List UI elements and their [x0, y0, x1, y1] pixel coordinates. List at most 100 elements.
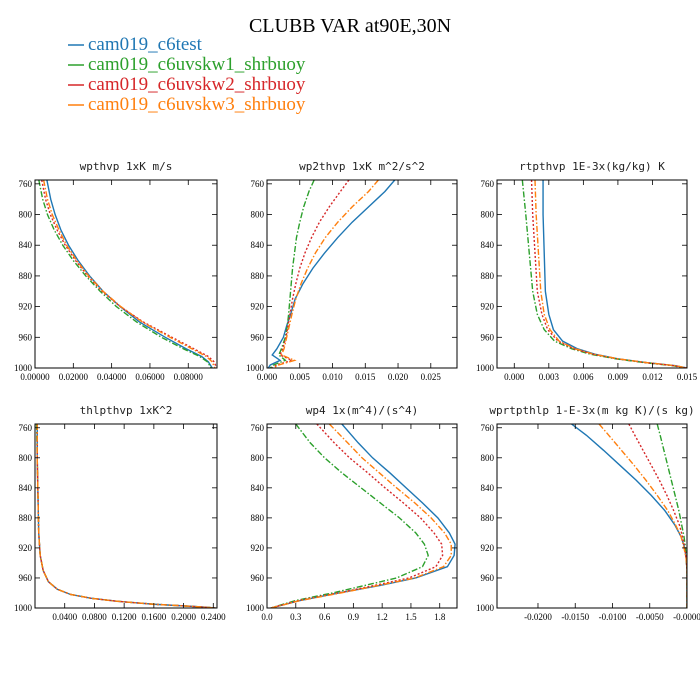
series-line — [273, 180, 379, 368]
plot-frame — [34, 423, 218, 609]
y-tick-label: 1000 — [246, 603, 265, 613]
y-tick-label: 920 — [481, 302, 495, 312]
series-line — [270, 424, 429, 608]
x-tick-label: 0.0400 — [52, 612, 77, 622]
legend: cam019_c6testcam019_c6uvskw1_shrbuoycam0… — [68, 34, 306, 115]
x-tick-label: 1.2 — [377, 612, 388, 622]
legend-label: cam019_c6uvskw2_shrbuoy — [88, 74, 306, 95]
plot-frame — [266, 423, 458, 609]
panel-title: wp4 1x(m^4)/(s^4) — [306, 404, 419, 417]
x-tick-label: 0.025 — [421, 372, 442, 382]
x-tick-label: 0.1600 — [141, 612, 166, 622]
y-tick-label: 960 — [481, 332, 495, 342]
y-tick-label: 840 — [19, 483, 33, 493]
y-tick-label: 960 — [251, 573, 265, 583]
y-tick-label: 800 — [19, 210, 33, 220]
series-line — [42, 180, 216, 368]
y-tick-label: 800 — [19, 453, 33, 463]
x-tick-label: 0.1200 — [112, 612, 137, 622]
series-line — [534, 180, 687, 368]
x-tick-label: 0.3 — [290, 612, 302, 622]
series-line — [41, 180, 217, 368]
plot-frame — [496, 423, 688, 609]
y-tick-label: 1000 — [246, 363, 265, 373]
y-tick-label: 920 — [251, 302, 265, 312]
plot-frame — [496, 179, 688, 369]
series-line — [521, 180, 685, 368]
y-tick-label: 1000 — [476, 363, 495, 373]
x-tick-label: 0.005 — [290, 372, 311, 382]
x-tick-label: 0.0 — [261, 612, 273, 622]
y-tick-label: 960 — [481, 573, 495, 583]
panel: wpthvp 1xK m/s 760 800 840 880 920 960 10000.00… — [14, 160, 218, 382]
series-line — [571, 424, 687, 608]
y-tick-label: 760 — [251, 423, 265, 433]
y-tick-label: 1000 — [14, 363, 33, 373]
x-tick-label: 0.06000 — [135, 372, 165, 382]
legend-label: cam019_c6uvskw1_shrbuoy — [88, 54, 306, 75]
x-tick-label: 0.010 — [322, 372, 343, 382]
y-tick-label: 840 — [481, 483, 495, 493]
plot-frame — [34, 179, 218, 369]
y-tick-label: 1000 — [476, 603, 495, 613]
y-tick-label: 840 — [251, 483, 265, 493]
series-line — [656, 424, 687, 608]
panel: wp4 1x(m^4)/(s^4)76080084088092096010000… — [246, 404, 458, 622]
x-tick-label: 0.012 — [642, 372, 662, 382]
y-tick-label: 840 — [251, 240, 265, 250]
series-line — [38, 180, 212, 368]
panel-title: thlpthvp 1xK^2 — [80, 404, 173, 417]
x-tick-label: 0.2400 — [201, 612, 226, 622]
panel: thlpthvp 1xK^2 760 800 840 880 920 960 1000 0.04… — [14, 404, 226, 622]
series-line — [36, 424, 216, 608]
x-tick-label: 0.04000 — [97, 372, 127, 382]
x-tick-label: 1.8 — [434, 612, 446, 622]
x-tick-label: -0.0200 — [524, 612, 552, 622]
panel-title: rtpthvp 1E-3x(kg/kg) K — [519, 160, 665, 173]
y-tick-label: 880 — [251, 513, 265, 523]
series-line — [35, 424, 216, 608]
series-line — [530, 180, 686, 368]
x-tick-label: -0.0000 — [673, 612, 700, 622]
x-tick-label: 0.015 — [677, 372, 698, 382]
legend-label: cam019_c6uvskw3_shrbuoy — [88, 94, 306, 115]
y-tick-label: 920 — [481, 543, 495, 553]
legend-label: cam019_c6test — [88, 34, 203, 55]
y-tick-label: 960 — [251, 332, 265, 342]
panel-title: wp2thvp 1xK m^2/s^2 — [299, 160, 425, 173]
series-line — [598, 424, 687, 608]
x-tick-label: -0.0100 — [599, 612, 627, 622]
x-tick-label: 0.2000 — [171, 612, 196, 622]
x-tick-label: 0.000 — [504, 372, 525, 382]
y-tick-label: 800 — [251, 210, 265, 220]
y-tick-label: 920 — [19, 543, 33, 553]
x-tick-label: 0.02000 — [59, 372, 89, 382]
x-tick-label: 0.08000 — [174, 372, 204, 382]
x-tick-label: 0.006 — [573, 372, 594, 382]
x-tick-label: 0.9 — [348, 612, 360, 622]
figure-title: CLUBB VAR at90E,30N — [249, 15, 451, 37]
series-line — [628, 424, 687, 608]
series-line — [269, 180, 315, 368]
x-tick-label: 0.020 — [388, 372, 409, 382]
y-tick-label: 960 — [19, 573, 33, 583]
series-line — [36, 424, 216, 608]
x-tick-label: 0.6 — [319, 612, 331, 622]
series-line — [267, 180, 396, 368]
series-line — [46, 180, 213, 368]
series-line — [270, 424, 456, 608]
y-tick-label: 760 — [251, 179, 265, 189]
y-tick-label: 760 — [19, 179, 33, 189]
series-line — [36, 424, 216, 608]
y-tick-label: 880 — [481, 513, 495, 523]
panel: rtpthvp 1E-3x(kg/kg) K 760 800 840 880 920 960… — [476, 160, 698, 382]
panel-title: wpthvp 1xK m/s — [80, 160, 173, 173]
panel-title: wprtpthlp 1-E-3x(m kg K)/(s kg) — [489, 404, 694, 417]
x-tick-label: -0.0150 — [561, 612, 589, 622]
y-tick-label: 880 — [19, 513, 33, 523]
y-tick-label: 760 — [481, 179, 495, 189]
plot-frame — [266, 179, 458, 369]
series-line — [270, 424, 452, 608]
y-tick-label: 760 — [481, 423, 495, 433]
y-tick-label: 880 — [19, 271, 33, 281]
